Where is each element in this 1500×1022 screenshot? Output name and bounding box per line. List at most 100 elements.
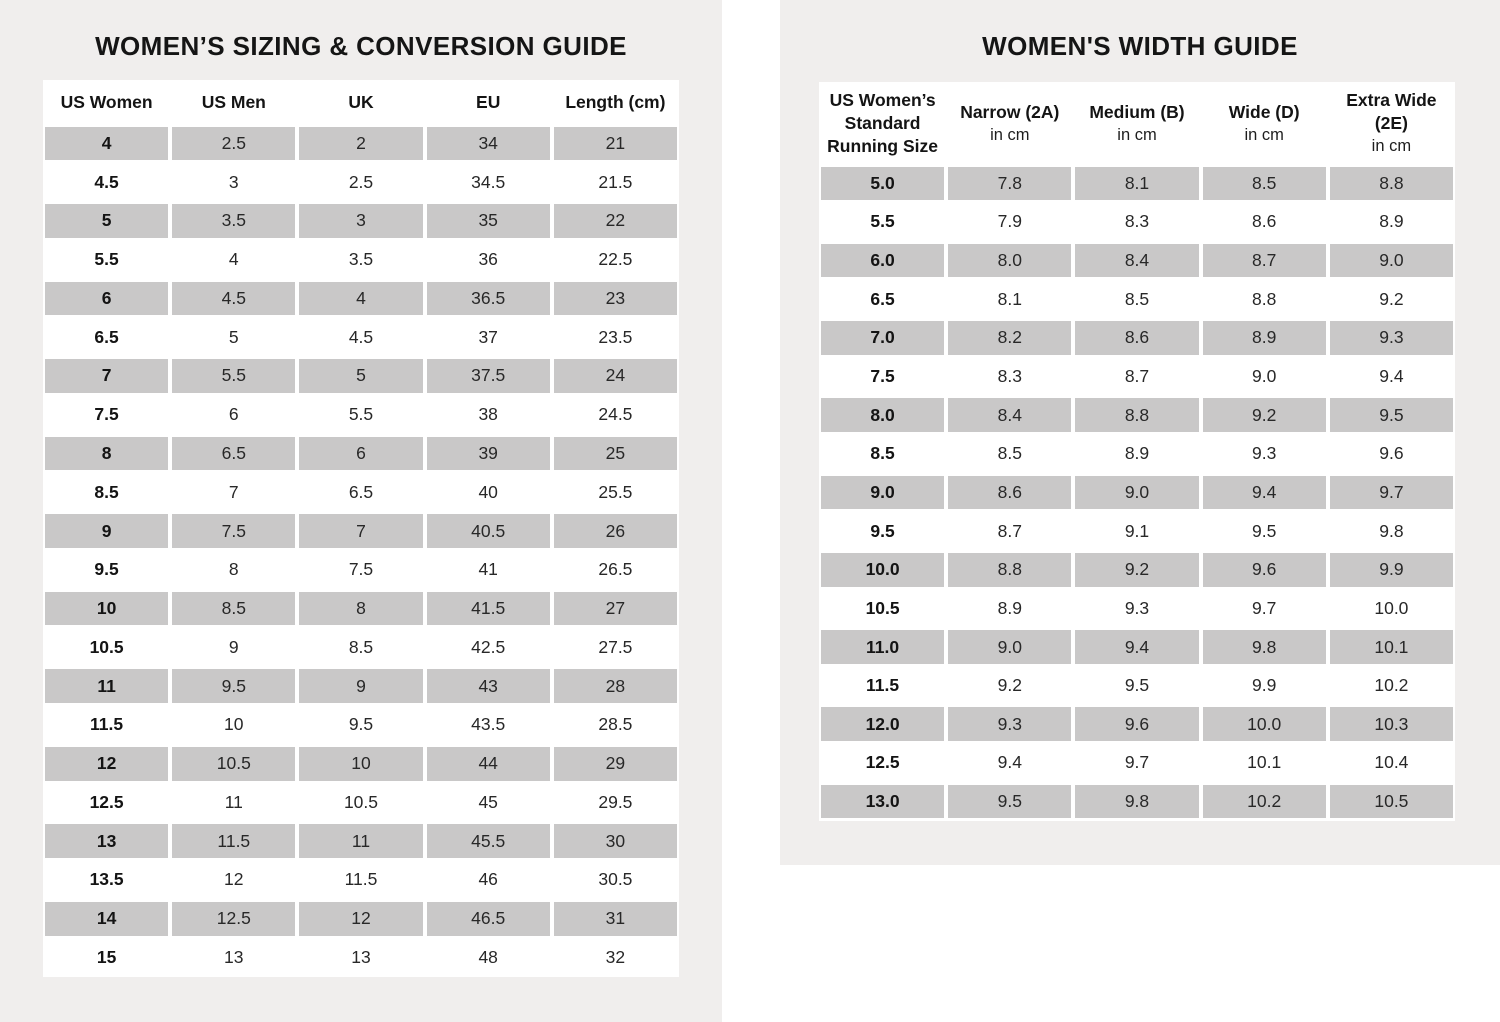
value-cell: 9.6 bbox=[1202, 552, 1326, 587]
size-cell: 5.5 bbox=[94, 249, 119, 270]
value-cell: 48 bbox=[478, 946, 498, 967]
table-row: 5.5 7.9 8.3 8.6 8.9 bbox=[819, 203, 1455, 242]
value-cell: 41.5 bbox=[426, 591, 550, 626]
value-cell: 13 bbox=[224, 946, 244, 967]
width-guide-body: 5.0 7.8 8.1 8.5 8.8 5.5 7.9 8.3 8.6 8.9 6.0 8.0 8.4 8… bbox=[819, 164, 1455, 821]
sizing-conversion-panel: WOMEN’S SIZING & CONVERSION GUIDE US Wom… bbox=[0, 0, 722, 1022]
value-cell: 22.5 bbox=[598, 249, 633, 270]
value-cell: 9.3 bbox=[948, 707, 1072, 742]
value-cell: 9.5 bbox=[348, 714, 374, 735]
value-cell: 7 bbox=[299, 514, 423, 548]
value-cell: 4.5 bbox=[172, 281, 296, 316]
value-cell: 10 bbox=[299, 746, 423, 781]
value-cell: 9.2 bbox=[1202, 398, 1326, 432]
value-cell: 27.5 bbox=[598, 636, 633, 657]
value-cell: 6.5 bbox=[172, 436, 296, 471]
value-cell: 40 bbox=[478, 481, 498, 502]
table-row: 7.0 8.2 8.6 8.9 9.3 bbox=[819, 319, 1455, 358]
value-cell: 10.5 bbox=[343, 791, 379, 812]
size-cell: 4 bbox=[45, 126, 169, 161]
value-cell: 8.9 bbox=[997, 597, 1022, 618]
value-cell: 8.0 bbox=[948, 243, 1072, 278]
value-cell: 37.5 bbox=[426, 359, 550, 393]
size-cell: 12.5 bbox=[89, 791, 124, 812]
value-cell: 4 bbox=[299, 281, 423, 316]
column-header-label: Narrow (2A) bbox=[960, 101, 1060, 122]
value-cell: 9.9 bbox=[1329, 552, 1453, 587]
size-cell: 12.5 bbox=[865, 752, 900, 773]
table-row: 4 2.5 2 34 21 bbox=[43, 124, 679, 163]
table-row: 12.5 9.4 9.7 10.1 10.4 bbox=[819, 744, 1455, 783]
table-row: 8.5 7 6.5 40 25.5 bbox=[43, 473, 679, 512]
table-row: 6.0 8.0 8.4 8.7 9.0 bbox=[819, 241, 1455, 280]
table-row: 8.0 8.4 8.8 9.2 9.5 bbox=[819, 396, 1455, 435]
value-cell: 12 bbox=[224, 869, 244, 890]
column-header-unit: in cm bbox=[990, 125, 1030, 144]
value-cell: 8.9 bbox=[1379, 211, 1404, 232]
column-header: Medium (B) in cm bbox=[1073, 101, 1200, 146]
value-cell: 8.7 bbox=[1202, 243, 1326, 278]
value-cell: 9.4 bbox=[997, 752, 1022, 773]
table-row: 4.5 3 2.5 34.5 21.5 bbox=[43, 163, 679, 202]
column-header-label: US Women’s Standard Running Size bbox=[827, 89, 938, 156]
value-cell: 12.5 bbox=[172, 901, 296, 936]
size-cell: 10 bbox=[45, 591, 169, 626]
value-cell: 9.8 bbox=[1075, 784, 1199, 819]
value-cell: 10.1 bbox=[1247, 752, 1282, 773]
table-row: 6 4.5 4 36.5 23 bbox=[43, 279, 679, 318]
size-cell: 6 bbox=[45, 281, 169, 316]
value-cell: 8.6 bbox=[1075, 321, 1199, 355]
value-cell: 23 bbox=[553, 281, 677, 316]
value-cell: 7.5 bbox=[348, 559, 374, 580]
value-cell: 9 bbox=[299, 669, 423, 703]
value-cell: 6.5 bbox=[348, 481, 374, 502]
table-row: 11 9.5 9 43 28 bbox=[43, 667, 679, 706]
value-cell: 9.6 bbox=[1075, 707, 1199, 742]
table-row: 12 10.5 10 44 29 bbox=[43, 744, 679, 783]
value-cell: 45.5 bbox=[426, 824, 550, 859]
table-row: 6.5 8.1 8.5 8.8 9.2 bbox=[819, 280, 1455, 319]
value-cell: 8.5 bbox=[1124, 288, 1150, 309]
table-row: 12.5 11 10.5 45 29.5 bbox=[43, 783, 679, 822]
table-row: 5 3.5 3 35 22 bbox=[43, 202, 679, 241]
value-cell: 9.6 bbox=[1379, 443, 1404, 464]
value-cell: 11 bbox=[299, 824, 423, 859]
value-cell: 36.5 bbox=[426, 281, 550, 316]
size-cell: 7.5 bbox=[94, 404, 119, 425]
value-cell: 8.8 bbox=[1252, 288, 1277, 309]
sizing-conversion-title: WOMEN’S SIZING & CONVERSION GUIDE bbox=[95, 31, 627, 61]
value-cell: 29 bbox=[553, 746, 677, 781]
value-cell: 9.2 bbox=[1075, 552, 1199, 587]
size-cell: 11.0 bbox=[821, 630, 945, 664]
value-cell: 9.5 bbox=[172, 669, 296, 703]
table-row: 11.5 9.2 9.5 9.9 10.2 bbox=[819, 666, 1455, 705]
column-header-unit: in cm bbox=[1371, 137, 1412, 155]
size-cell: 5.5 bbox=[870, 211, 895, 232]
table-row: 9.5 8.7 9.1 9.5 9.8 bbox=[819, 512, 1455, 551]
size-cell: 5 bbox=[45, 204, 169, 238]
value-cell: 3.5 bbox=[348, 249, 374, 270]
value-cell: 9.3 bbox=[1252, 443, 1277, 464]
value-cell: 9.3 bbox=[1329, 321, 1453, 355]
table-row: 6.5 5 4.5 37 23.5 bbox=[43, 318, 679, 357]
value-cell: 2.5 bbox=[348, 171, 374, 192]
column-header: EU bbox=[476, 91, 501, 112]
size-cell: 8 bbox=[45, 436, 169, 471]
value-cell: 10.0 bbox=[1374, 597, 1409, 618]
value-cell: 37 bbox=[478, 326, 498, 347]
value-cell: 4 bbox=[228, 249, 239, 270]
width-guide-panel: WOMEN'S WIDTH GUIDE US Women’s Standard … bbox=[780, 0, 1500, 865]
value-cell: 10.3 bbox=[1329, 707, 1453, 742]
value-cell: 9.4 bbox=[1202, 475, 1326, 510]
value-cell: 8.6 bbox=[948, 475, 1072, 510]
value-cell: 46 bbox=[478, 869, 498, 890]
value-cell: 28.5 bbox=[598, 714, 633, 735]
value-cell: 9.7 bbox=[1329, 475, 1453, 510]
value-cell: 9.7 bbox=[1124, 752, 1150, 773]
table-row: 10.5 9 8.5 42.5 27.5 bbox=[43, 628, 679, 667]
value-cell: 9.5 bbox=[1124, 675, 1150, 696]
column-header-label: Medium (B) bbox=[1089, 101, 1185, 122]
value-cell: 3.5 bbox=[172, 204, 296, 238]
value-cell: 8.1 bbox=[1075, 166, 1199, 201]
